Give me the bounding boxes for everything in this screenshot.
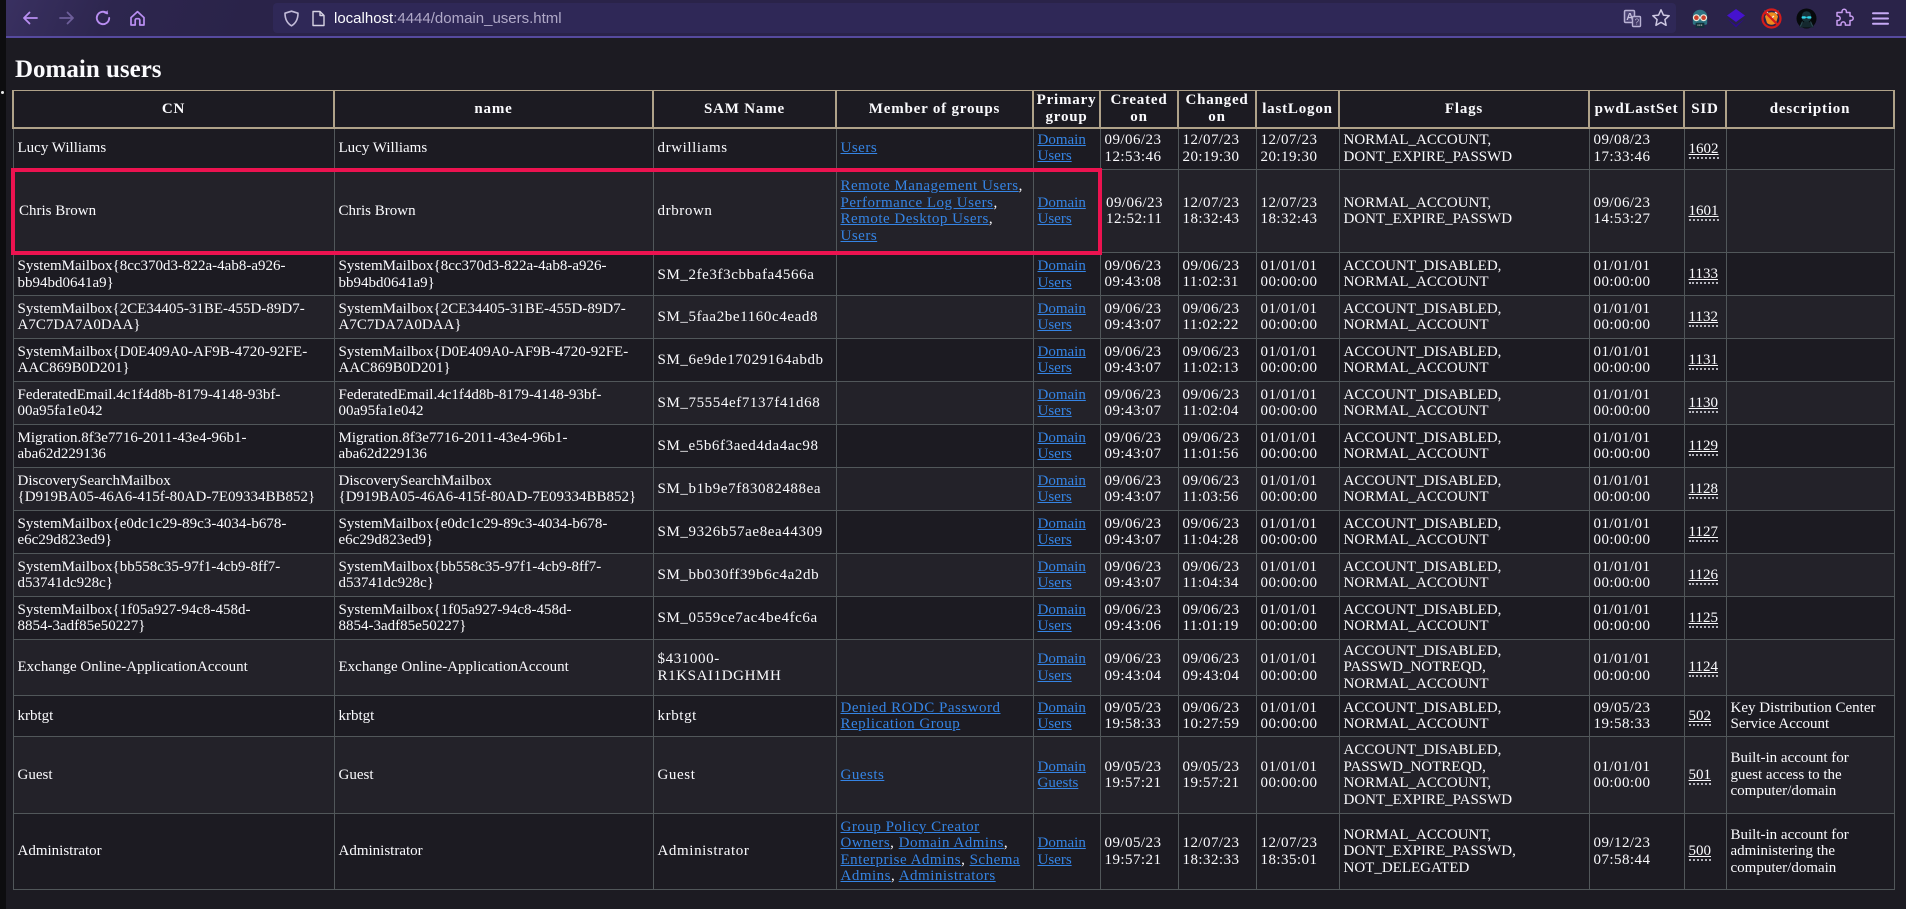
svg-text:A: A [1626, 12, 1633, 23]
svg-text:?: ? [1634, 17, 1639, 26]
